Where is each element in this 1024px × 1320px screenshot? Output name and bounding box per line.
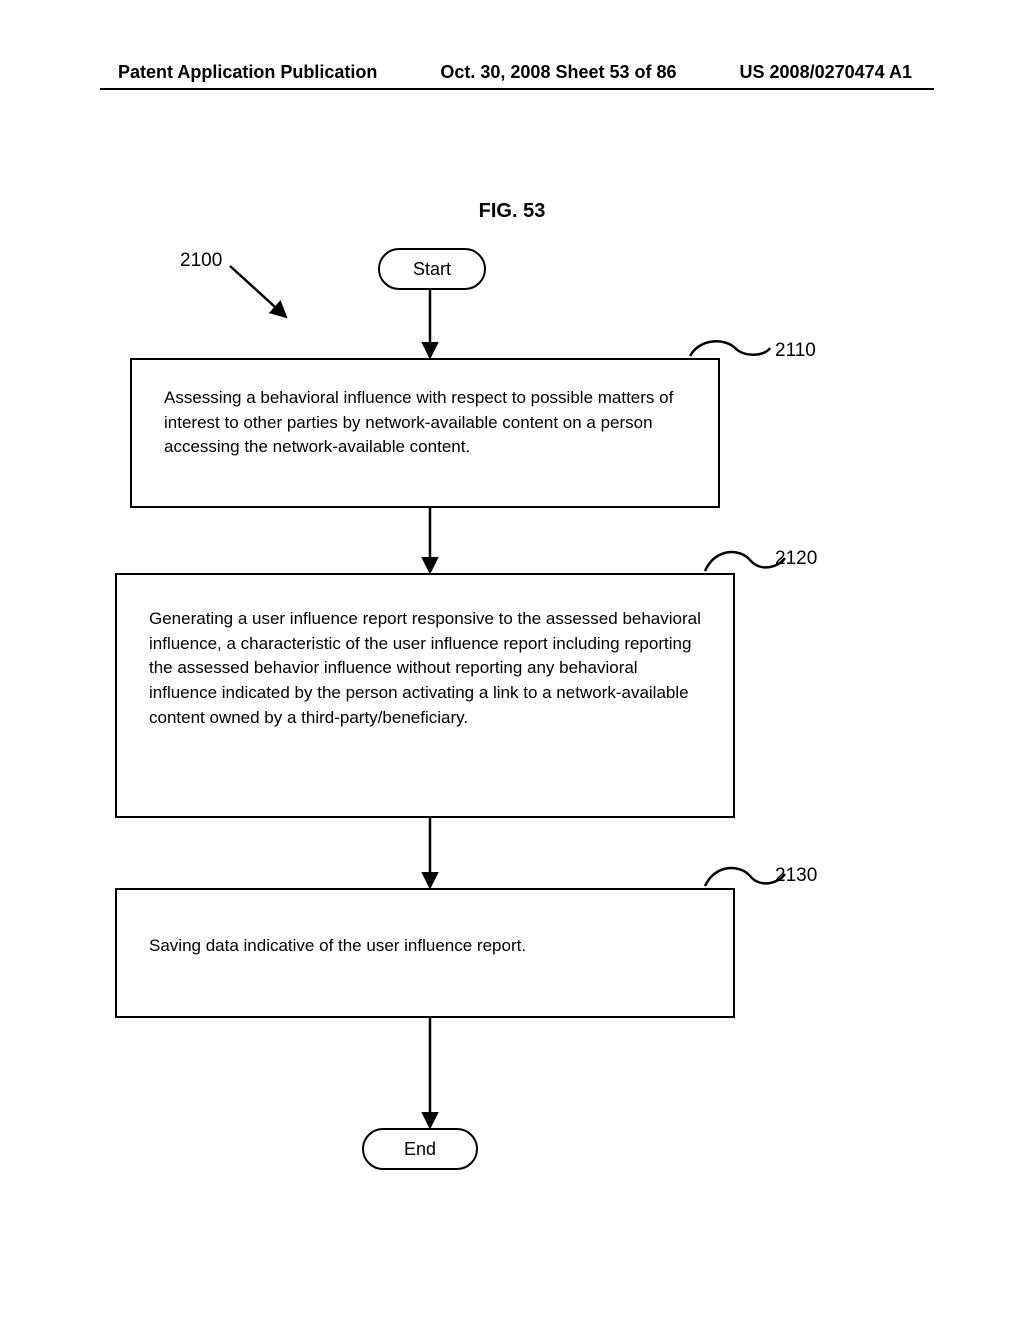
header-center: Oct. 30, 2008 Sheet 53 of 86 (440, 62, 676, 83)
start-label: Start (413, 259, 451, 279)
flow-end: End (362, 1128, 478, 1170)
step1-text: Assessing a behavioral influence with re… (164, 388, 673, 456)
header-right: US 2008/0270474 A1 (740, 62, 912, 83)
step3-text: Saving data indicative of the user influ… (149, 936, 526, 955)
flow-step-2: Generating a user influence report respo… (115, 573, 735, 818)
ref-2130: 2130 (775, 865, 817, 887)
ref-2120: 2120 (775, 548, 817, 570)
patent-page: Patent Application Publication Oct. 30, … (0, 0, 1024, 1320)
page-header: Patent Application Publication Oct. 30, … (0, 62, 1024, 83)
flow-step-1: Assessing a behavioral influence with re… (130, 358, 720, 508)
step2-text: Generating a user influence report respo… (149, 609, 701, 727)
ref-2100: 2100 (180, 250, 222, 272)
header-divider (100, 88, 934, 90)
flow-step-3: Saving data indicative of the user influ… (115, 888, 735, 1018)
end-label: End (404, 1139, 436, 1159)
flow-start: Start (378, 248, 486, 290)
ref-2110: 2110 (775, 340, 816, 362)
header-left: Patent Application Publication (118, 62, 377, 83)
figure-title: FIG. 53 (0, 200, 1024, 223)
